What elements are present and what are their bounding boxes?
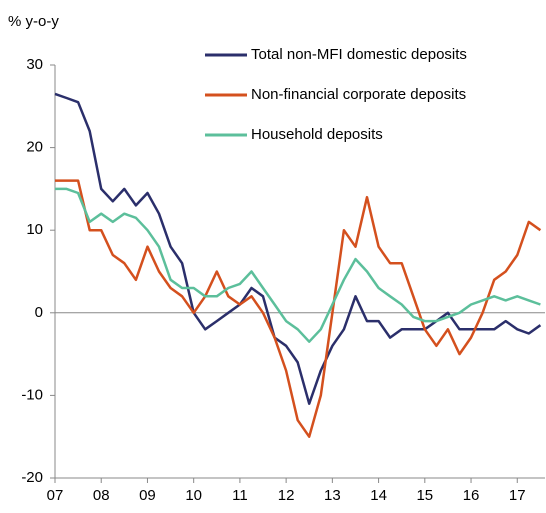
- y-tick-label: -20: [21, 469, 43, 486]
- y-tick-label: 10: [26, 221, 43, 238]
- x-tick-label: 09: [139, 487, 156, 504]
- y-tick-label: 20: [26, 139, 43, 156]
- series-line: [55, 179, 542, 438]
- series-line: [54, 92, 542, 405]
- legend-label: Non-financial corporate deposits: [251, 86, 466, 103]
- y-tick-label: 0: [35, 304, 43, 321]
- x-tick-label: 13: [324, 487, 341, 504]
- x-tick-label: 12: [278, 487, 295, 504]
- y-tick-label: 30: [26, 56, 43, 73]
- x-tick-label: 08: [93, 487, 110, 504]
- x-tick-label: 10: [185, 487, 202, 504]
- x-tick-label: 15: [416, 487, 433, 504]
- y-axis-label: % y-o-y: [8, 13, 59, 30]
- x-tick-label: 11: [232, 487, 248, 504]
- series-line: [55, 187, 541, 343]
- y-tick-label: -10: [21, 386, 43, 403]
- legend-label: Total non-MFI domestic deposits: [251, 46, 467, 63]
- x-tick-label: 17: [509, 487, 526, 504]
- x-tick-label: 07: [47, 487, 64, 504]
- x-tick-label: 16: [463, 487, 480, 504]
- x-tick-label: 14: [370, 487, 387, 504]
- legend-label: Household deposits: [251, 126, 383, 143]
